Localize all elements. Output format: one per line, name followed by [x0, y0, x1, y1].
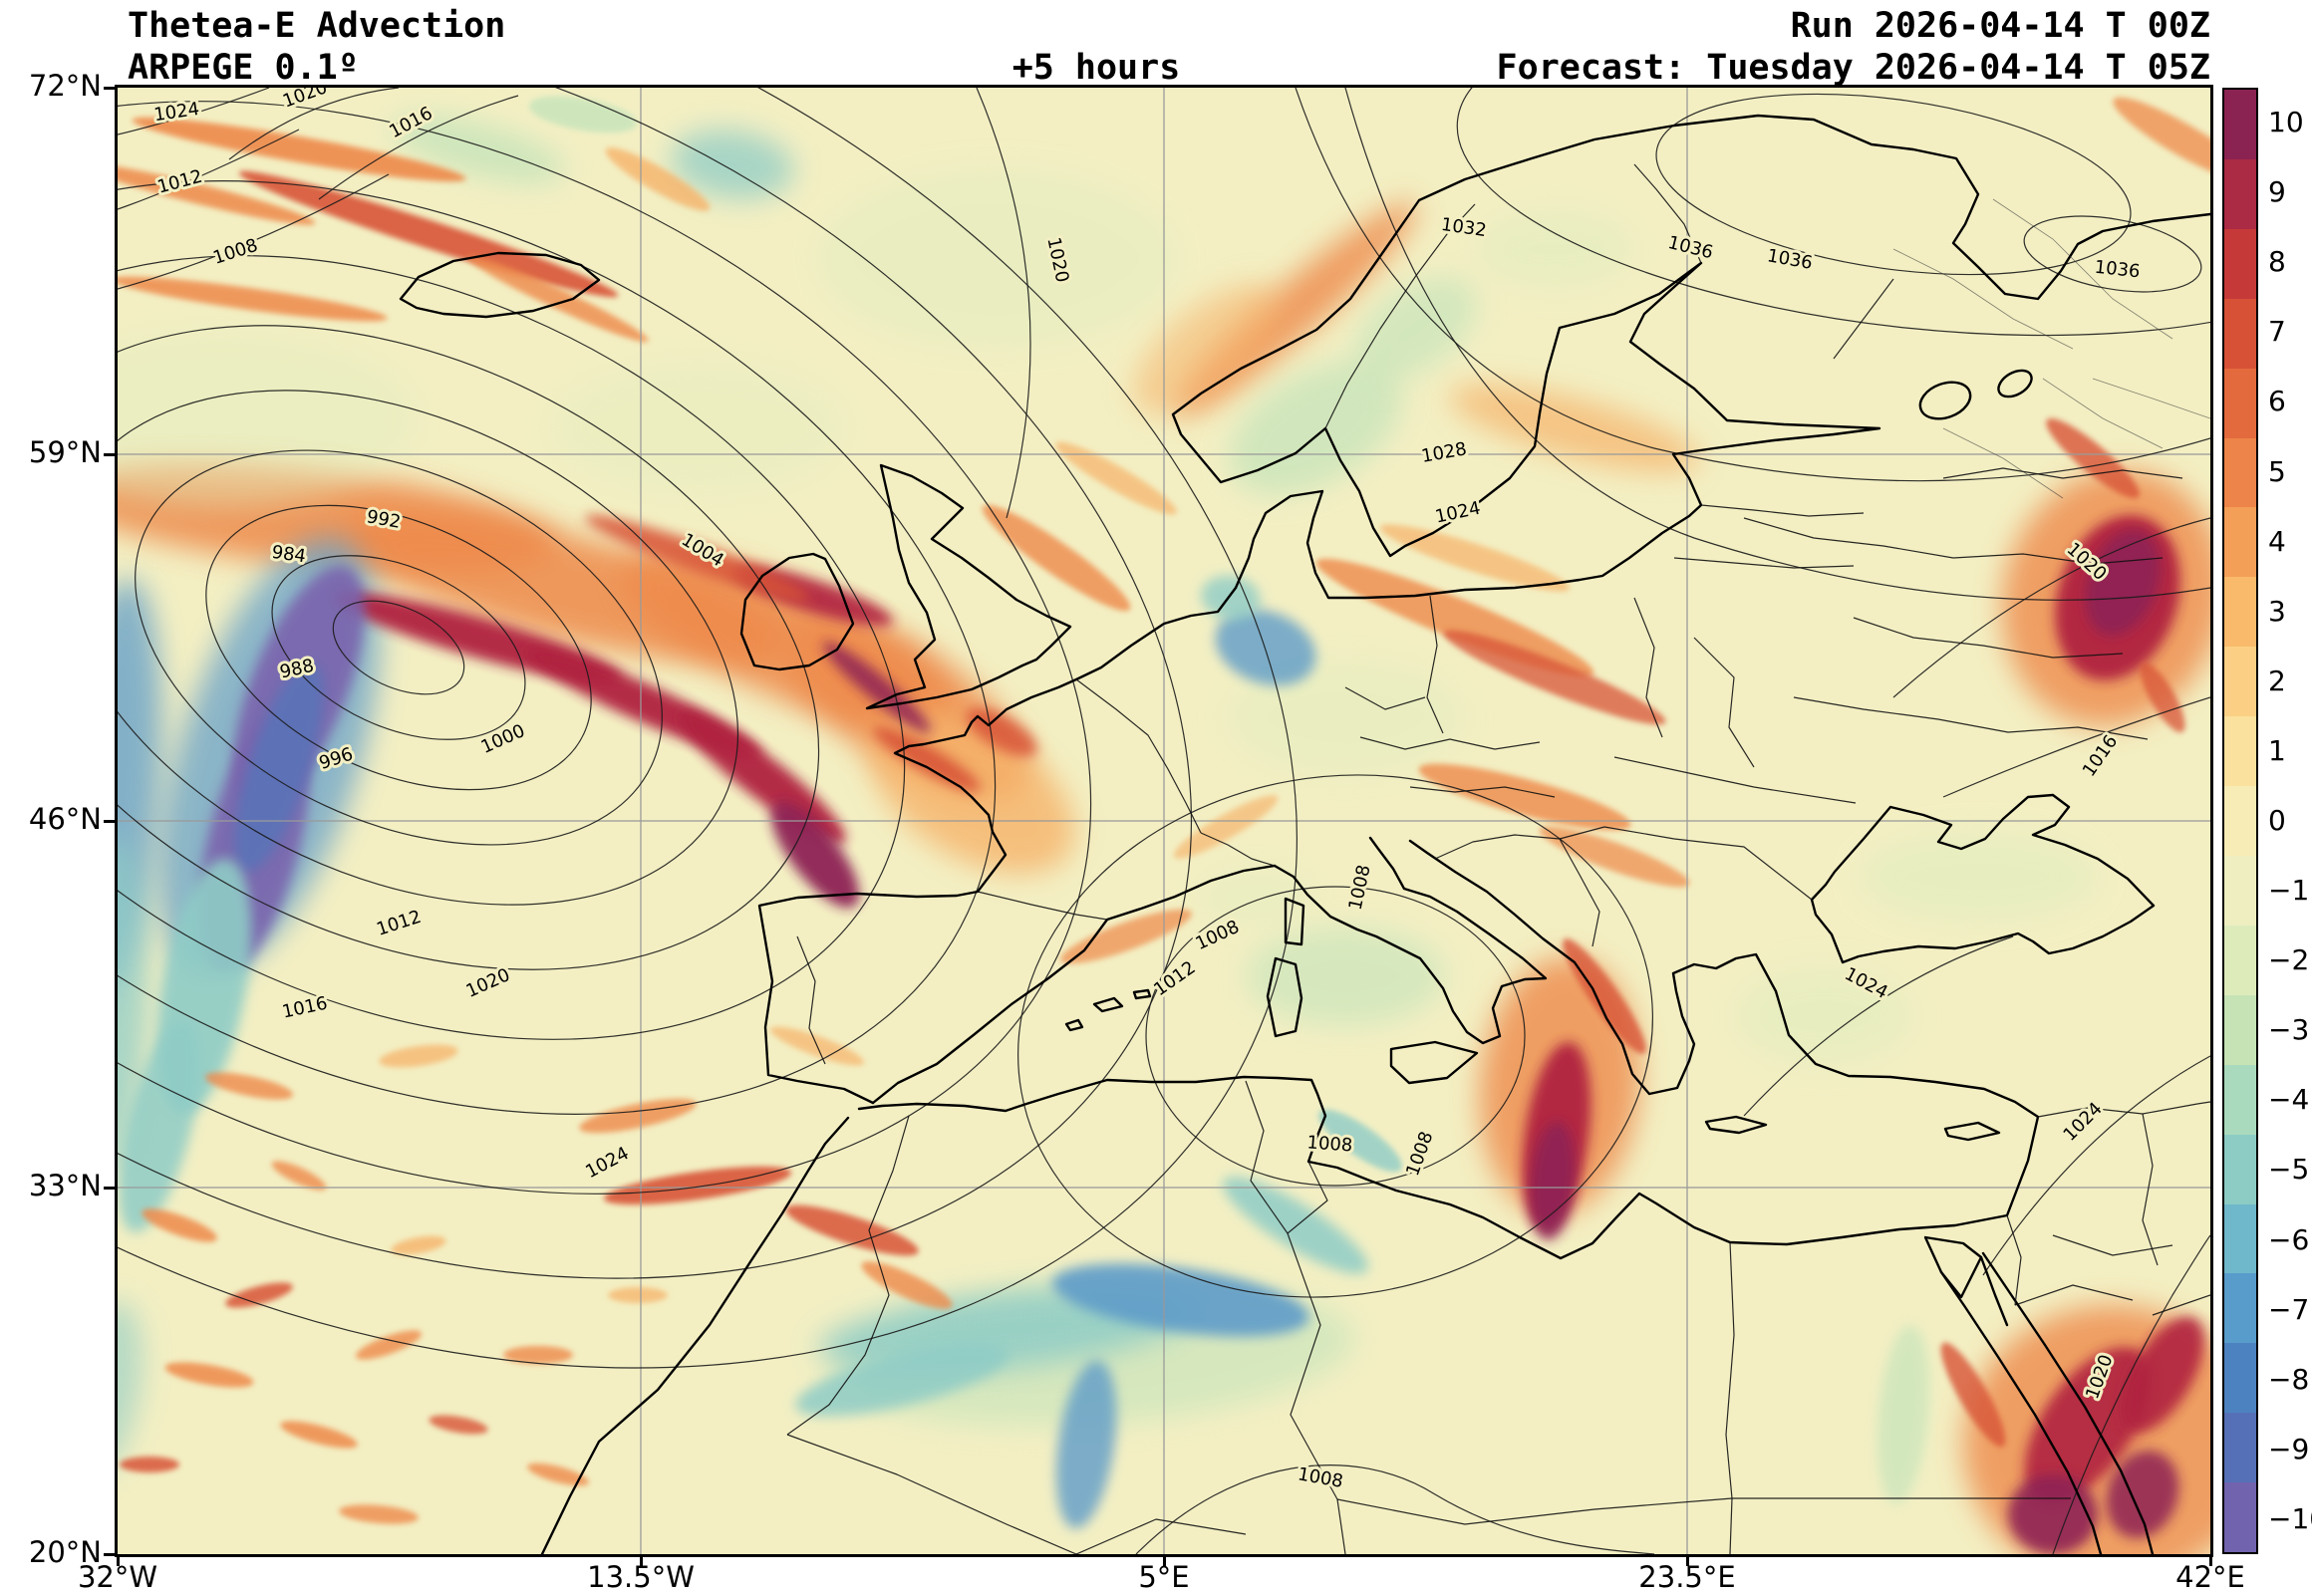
colorbar-tick-label: 0 [2268, 804, 2286, 837]
colorbar [2222, 88, 2258, 1554]
colorbar-segment [2224, 158, 2256, 229]
coastlines [399, 114, 2210, 1554]
y-axis-tick-mark [104, 453, 116, 456]
y-axis-tick-mark [104, 820, 116, 823]
colorbar-tick-label: 7 [2268, 315, 2286, 349]
colorbar-segment [2224, 1064, 2256, 1135]
colorbar-segment [2224, 1273, 2256, 1344]
x-axis-tick-mark [2209, 1554, 2212, 1566]
isobar-contours [118, 88, 2210, 1554]
colorbar-tick-label: 8 [2268, 245, 2286, 279]
colorbar-segment [2224, 1413, 2256, 1483]
y-axis-tick-label: 20°N [28, 1535, 102, 1569]
colorbar-tick-label: 2 [2268, 664, 2286, 697]
colorbar-tick-label: −3 [2268, 1013, 2310, 1047]
isobar-label: 1008 [1306, 1132, 1353, 1156]
x-axis-tick-mark [1163, 1554, 1166, 1566]
colorbar-segment [2224, 994, 2256, 1065]
colorbar-segment [2224, 1482, 2256, 1553]
colorbar-tick-label: 5 [2268, 454, 2286, 488]
colorbar-segment [2224, 1203, 2256, 1274]
colorbar-tick-label: −8 [2268, 1362, 2310, 1396]
colorbar-tick-label: −10 [2268, 1501, 2312, 1535]
colorbar-tick-label: −6 [2268, 1222, 2310, 1256]
colorbar-tick-label: 10 [2268, 106, 2304, 139]
map-plot-area: 1024 1020 1016 1012 1008 1020 1032 1036 1036 1036… [115, 85, 2213, 1557]
colorbar-tick-label: 4 [2268, 524, 2286, 558]
colorbar-segment [2224, 1134, 2256, 1204]
colorbar-segment [2224, 90, 2256, 159]
colorbar-segment [2224, 1343, 2256, 1414]
colorbar-segment [2224, 577, 2256, 648]
colorbar-segment [2224, 298, 2256, 369]
colorbar-tick-label: 1 [2268, 733, 2286, 767]
colorbar-segment [2224, 647, 2256, 717]
colorbar-segment [2224, 855, 2256, 926]
advection-field-filaments [118, 96, 2210, 1524]
y-axis-tick-label: 72°N [28, 69, 102, 103]
colorbar-tick-label: −7 [2268, 1292, 2310, 1326]
country-borders [786, 163, 2210, 1554]
colorbar-segment [2224, 368, 2256, 438]
graticule-gridlines [118, 88, 2210, 1554]
y-axis-tick-label: 59°N [28, 435, 102, 469]
x-axis-tick-mark [1686, 1554, 1689, 1566]
colorbar-segment [2224, 925, 2256, 995]
colorbar-tick-label: −9 [2268, 1432, 2310, 1465]
forecast-label: Forecast: Tuesday 2026-04-14 T 05Z [1496, 48, 2210, 88]
colorbar-tick-label: 3 [2268, 594, 2286, 628]
colorbar-segment [2224, 716, 2256, 787]
colorbar-tick-label: 6 [2268, 385, 2286, 418]
colorbar-tick-label: 9 [2268, 175, 2286, 209]
y-axis-tick-label: 46°N [28, 802, 102, 836]
colorbar-segment [2224, 786, 2256, 856]
colorbar-tick-label: −2 [2268, 943, 2310, 977]
colorbar-tick-label: −1 [2268, 874, 2310, 908]
colorbar-tick-label: −4 [2268, 1083, 2310, 1117]
y-axis-tick-mark [104, 1187, 116, 1190]
y-axis-tick-mark [104, 1553, 116, 1556]
advection-field-cores [119, 514, 2204, 1554]
colorbar-segment [2224, 228, 2256, 299]
colorbar-segment [2224, 507, 2256, 578]
y-axis-tick-mark [104, 87, 116, 90]
run-label: Run 2026-04-14 T 00Z [1790, 6, 2210, 46]
chart-title: Thetea-E Advection [128, 6, 506, 46]
colorbar-segment [2224, 437, 2256, 508]
model-label: ARPEGE 0.1º [128, 48, 359, 88]
x-axis-tick-mark [640, 1554, 643, 1566]
lead-time-label: +5 hours [1012, 48, 1181, 88]
colorbar-tick-label: −5 [2268, 1153, 2310, 1187]
x-axis-tick-mark [117, 1554, 120, 1566]
y-axis-tick-label: 33°N [28, 1169, 102, 1202]
